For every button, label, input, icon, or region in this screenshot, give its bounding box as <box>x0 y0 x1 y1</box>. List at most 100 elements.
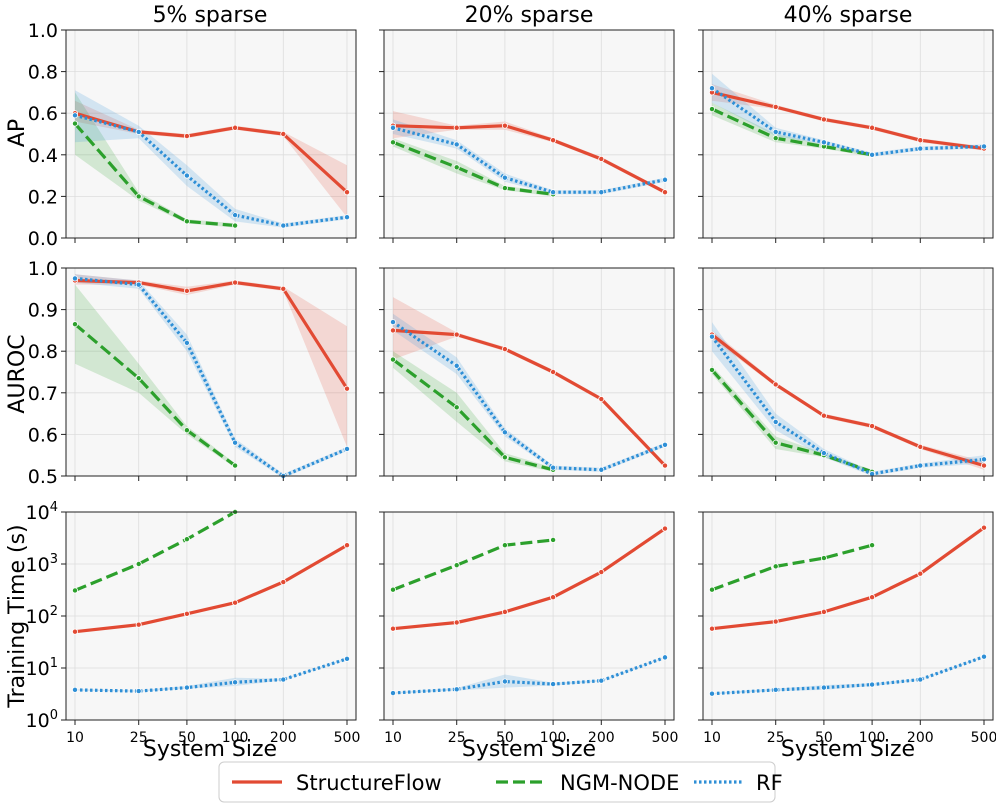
data-point-ngm-node <box>72 120 79 127</box>
data-point-ngm-node <box>232 462 239 469</box>
y-tick-label: 0.0 <box>28 228 58 250</box>
data-point-rf <box>550 464 557 471</box>
data-point-rf <box>662 441 669 448</box>
data-point-rf <box>72 112 79 119</box>
data-point-rf <box>453 686 460 693</box>
data-point-structureflow <box>550 594 557 601</box>
data-point-rf <box>772 128 779 135</box>
data-point-rf <box>501 678 508 685</box>
data-point-rf <box>820 450 827 457</box>
x-tick-label: 200 <box>907 730 934 746</box>
band-rf <box>75 90 347 228</box>
data-point-rf <box>820 684 827 691</box>
band-structureflow <box>393 297 665 468</box>
data-point-structureflow <box>917 443 924 450</box>
data-point-structureflow <box>232 599 239 606</box>
series-line-structureflow <box>392 527 666 631</box>
subplot-auroc-20pct <box>379 267 675 481</box>
data-point-structureflow <box>389 625 396 632</box>
data-point-rf <box>662 654 669 661</box>
series-line-structureflow <box>711 333 985 468</box>
data-point-rf <box>709 333 716 340</box>
data-point-structureflow <box>709 625 716 632</box>
band-rf <box>393 656 665 694</box>
data-point-structureflow <box>343 542 350 549</box>
data-point-ngm-node <box>709 366 716 373</box>
band-structureflow <box>712 330 984 470</box>
plot-frame <box>383 267 675 477</box>
data-point-ngm-node <box>772 135 779 142</box>
data-point-rf <box>981 653 988 660</box>
data-point-rf <box>981 143 988 150</box>
series-line-ngm-node <box>73 322 237 467</box>
y-tick-label: 0.7 <box>28 383 58 405</box>
y-tick-label: 0.2 <box>28 186 58 208</box>
data-point-ngm-node <box>453 404 460 411</box>
series-line-structureflow <box>711 526 985 631</box>
data-point-ngm-node <box>869 542 876 549</box>
data-point-structureflow <box>280 579 287 586</box>
data-point-rf <box>232 212 239 219</box>
data-point-structureflow <box>598 155 605 162</box>
data-point-rf <box>343 445 350 452</box>
data-point-structureflow <box>550 368 557 375</box>
data-point-structureflow <box>917 137 924 144</box>
x-tick-label: 100 <box>222 730 249 746</box>
plot-background <box>384 268 674 476</box>
subplot-grid: 0.00.20.40.60.81.00.50.60.70.80.91.01001… <box>26 20 996 746</box>
data-point-structureflow <box>280 130 287 137</box>
series-line-rf <box>392 655 666 695</box>
plot-background <box>703 30 993 238</box>
data-point-structureflow <box>72 628 79 635</box>
column-title-40pct: 40% sparse <box>784 3 913 28</box>
data-point-rf <box>598 466 605 473</box>
plot-frame <box>702 267 994 477</box>
data-point-ngm-node <box>709 106 716 113</box>
data-point-rf <box>135 128 142 135</box>
data-point-structureflow <box>501 122 508 129</box>
data-point-structureflow <box>501 346 508 353</box>
data-point-ngm-node <box>772 563 779 570</box>
series-line-rf <box>74 657 348 693</box>
band-ngm-node <box>393 351 554 472</box>
data-point-rf <box>232 439 239 446</box>
data-point-structureflow <box>917 570 924 577</box>
data-point-rf <box>598 677 605 684</box>
x-tick-label: 25 <box>130 730 148 746</box>
data-point-ngm-node <box>183 218 190 225</box>
data-point-structureflow <box>820 608 827 615</box>
data-point-structureflow <box>662 525 669 532</box>
data-point-rf <box>183 172 190 179</box>
series-line-structureflow <box>392 124 666 194</box>
plot-frame <box>65 267 357 477</box>
subplot-ap-40pct <box>698 29 994 243</box>
plot-background <box>66 30 356 238</box>
y-tick-label: 0.4 <box>28 145 58 167</box>
ylabel-training-time: Training Time (s) <box>5 524 30 708</box>
data-point-ngm-node <box>183 536 190 543</box>
series-line-rf <box>710 335 985 476</box>
x-tick-label: 50 <box>815 730 833 746</box>
data-point-ngm-node <box>389 139 396 146</box>
y-tick-label: 0.8 <box>28 62 58 84</box>
data-point-structureflow <box>598 396 605 403</box>
data-point-ngm-node <box>183 427 190 434</box>
data-point-rf <box>981 456 988 463</box>
data-point-rf <box>72 686 79 693</box>
data-point-structureflow <box>183 610 190 617</box>
data-point-rf <box>72 275 79 282</box>
subplot-ap-5pct: 0.0 0.2 0.4 0.6 0.8 1.0 <box>28 20 357 250</box>
data-point-rf <box>501 429 508 436</box>
data-point-ngm-node <box>72 321 79 328</box>
series-line-ngm-node <box>74 510 236 592</box>
x-tick-label: 50 <box>178 730 196 746</box>
data-point-ngm-node <box>550 536 557 543</box>
y-tick-label: 0.6 <box>28 424 58 446</box>
data-point-structureflow <box>453 331 460 338</box>
data-point-rf <box>598 189 605 196</box>
data-point-ngm-node <box>501 185 508 192</box>
subplot-time-20pct: 10 25 50 100 200 500 <box>379 511 678 746</box>
data-point-ngm-node <box>709 586 716 593</box>
subplot-time-5pct: 100 101 102 103 104 10 25 50 100 200 500 <box>26 500 361 746</box>
data-point-structureflow <box>183 133 190 140</box>
